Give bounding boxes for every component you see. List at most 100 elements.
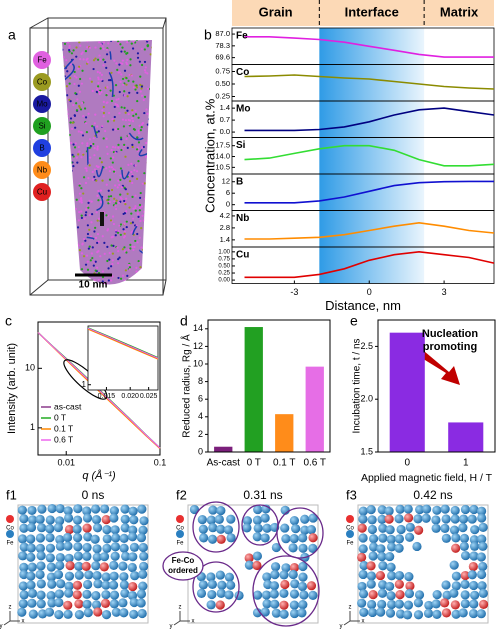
grain-boundary — [64, 58, 75, 70]
atom-dot — [117, 146, 120, 149]
subplot-frame — [231, 246, 495, 284]
atom-dot — [117, 143, 120, 146]
fe-atom — [118, 598, 128, 608]
fe-atom — [139, 516, 149, 526]
atom-dot — [62, 152, 65, 155]
atom-dot — [73, 82, 76, 86]
x-tick-label: 0.01 — [57, 457, 75, 467]
fe-atom — [206, 515, 216, 525]
atom-dot — [117, 42, 120, 45]
atom-dot — [69, 185, 72, 188]
element-legend-label: Co — [37, 78, 48, 87]
y-tick-label: 1 — [30, 422, 35, 432]
atom-dot — [110, 149, 113, 152]
atom-dot — [107, 198, 110, 201]
atom-dot — [124, 269, 127, 272]
atom-dot — [137, 131, 141, 135]
atom-dot — [115, 199, 118, 202]
fe-atom — [35, 514, 45, 524]
co-atom — [216, 534, 226, 544]
fe-atom — [384, 506, 394, 516]
co-atom — [280, 579, 290, 590]
fe-atom — [368, 542, 379, 552]
profile-line — [244, 74, 495, 90]
atom-dot — [97, 85, 100, 88]
atom-dot — [145, 242, 149, 246]
atom-dot — [107, 202, 110, 205]
atom-dot — [114, 102, 117, 106]
header-band — [232, 0, 494, 26]
atom-dot — [97, 82, 100, 85]
atom-dot — [130, 74, 134, 77]
element-legend-label: Mo — [36, 100, 48, 109]
atom-dot — [91, 125, 94, 128]
fe-atom — [19, 590, 29, 600]
fe-atom — [28, 609, 38, 619]
atom-dot — [147, 225, 150, 228]
atom-dot — [70, 161, 73, 164]
atom-dot — [123, 94, 126, 97]
fe-atom — [359, 607, 369, 617]
atom-dot — [85, 130, 89, 134]
atom-dot — [101, 45, 104, 48]
fe-atom — [119, 543, 129, 553]
fe-atom — [477, 534, 487, 544]
atom-dot — [73, 288, 75, 290]
atom-dot — [110, 236, 113, 239]
fe-atom — [214, 514, 224, 524]
triad-label: y — [340, 624, 343, 630]
atom-dot — [143, 111, 146, 115]
atom-dot — [147, 139, 150, 142]
atom-dot — [82, 115, 85, 118]
atom-dot — [144, 66, 147, 69]
bar — [305, 366, 324, 452]
atom-dot — [128, 180, 132, 183]
fe-atom — [128, 552, 138, 562]
atom-dot — [145, 199, 148, 202]
element-legend-marker — [33, 95, 51, 113]
x-tick-label: 0 — [367, 287, 372, 297]
atom-dot — [121, 77, 125, 81]
atom-dot — [105, 101, 108, 104]
atom-dot — [89, 259, 92, 262]
atom-dot — [130, 231, 133, 234]
atom-dot — [118, 224, 121, 227]
fe-atom — [92, 544, 102, 554]
atom-dot — [71, 256, 75, 259]
co-atom — [395, 590, 405, 600]
atom-dot — [133, 169, 136, 172]
element-legend-label: Nb — [37, 166, 48, 175]
atom-dot — [62, 101, 65, 104]
bar — [448, 422, 484, 452]
atom-dot — [88, 228, 91, 231]
atom-dot — [127, 40, 130, 42]
fe-atom — [91, 515, 102, 525]
atom-dot — [116, 231, 120, 234]
atom-dot — [132, 114, 135, 117]
fe-atom — [47, 503, 57, 514]
atom-dot — [126, 40, 129, 44]
atom-dot — [87, 206, 90, 209]
fe-atom — [271, 608, 281, 618]
atom-dot — [66, 94, 69, 97]
atom-dot — [81, 142, 84, 145]
atom-dot — [90, 221, 93, 224]
atom-dot — [147, 118, 151, 121]
atom-dot — [107, 267, 110, 270]
fe-atom — [91, 561, 101, 571]
atom-dot — [70, 52, 74, 55]
atom-dot — [76, 226, 80, 229]
atom-dot — [127, 134, 130, 137]
atom-dot — [99, 255, 102, 258]
fe-atom — [207, 589, 217, 600]
fe-atom — [217, 580, 227, 590]
bar — [389, 332, 425, 452]
atom-dot — [124, 188, 127, 191]
atom-dot — [132, 248, 135, 251]
fe-atom — [431, 523, 441, 533]
grain-boundary — [108, 71, 114, 98]
fe-atom — [394, 570, 405, 581]
fe-atom — [35, 543, 46, 554]
atom-dot — [68, 46, 71, 49]
fe-atom — [100, 504, 110, 514]
